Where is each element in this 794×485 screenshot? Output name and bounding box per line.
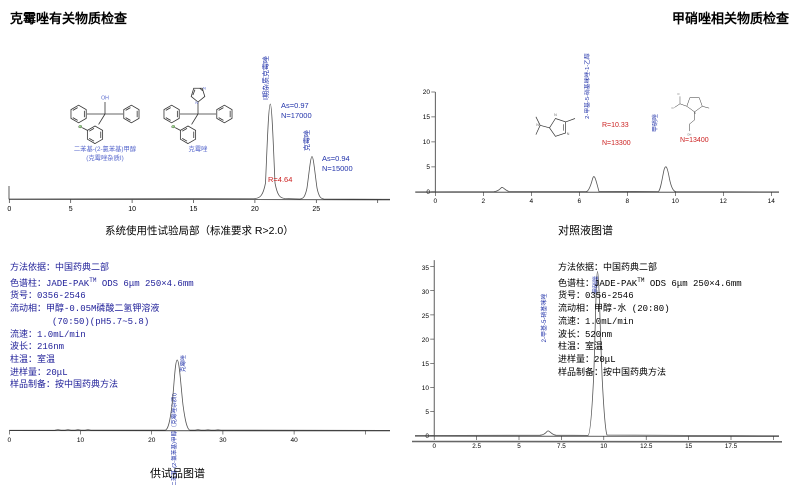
svg-text:R=10.33: R=10.33 bbox=[602, 122, 629, 129]
svg-text:5: 5 bbox=[425, 409, 429, 416]
svg-text:OH: OH bbox=[687, 132, 691, 136]
svg-text:15: 15 bbox=[422, 361, 430, 368]
svg-text:N: N bbox=[554, 113, 557, 117]
svg-text:15: 15 bbox=[685, 443, 693, 450]
svg-text:N: N bbox=[694, 111, 696, 115]
svg-text:8: 8 bbox=[625, 198, 629, 205]
svg-text:0: 0 bbox=[433, 198, 437, 205]
svg-text:25: 25 bbox=[422, 313, 430, 320]
svg-text:30: 30 bbox=[219, 437, 227, 444]
svg-text:6: 6 bbox=[577, 198, 581, 205]
svg-text:甲硝唑: 甲硝唑 bbox=[651, 114, 659, 132]
svg-text:14: 14 bbox=[768, 198, 776, 205]
svg-text:5: 5 bbox=[517, 443, 521, 450]
svg-text:(克霉唑杂质I): (克霉唑杂质I) bbox=[86, 153, 123, 162]
svg-text:克霉唑: 克霉唑 bbox=[302, 130, 311, 151]
svg-text:5: 5 bbox=[426, 164, 430, 171]
svg-text:N: N bbox=[536, 123, 539, 127]
svg-text:10: 10 bbox=[128, 206, 136, 213]
svg-text:N: N bbox=[567, 132, 570, 136]
svg-text:O: O bbox=[677, 92, 679, 96]
svg-text:30: 30 bbox=[422, 289, 430, 296]
svg-text:4: 4 bbox=[529, 198, 533, 205]
svg-text:As=0.94: As=0.94 bbox=[322, 154, 350, 163]
svg-text:10: 10 bbox=[672, 198, 680, 205]
svg-text:Cl: Cl bbox=[171, 124, 175, 129]
svg-text:OH: OH bbox=[101, 96, 109, 102]
svg-text:5: 5 bbox=[69, 206, 73, 213]
svg-text:N=13300: N=13300 bbox=[602, 140, 631, 147]
svg-text:2.5: 2.5 bbox=[472, 443, 481, 450]
svg-text:20: 20 bbox=[423, 89, 431, 96]
svg-text:35: 35 bbox=[422, 265, 430, 272]
svg-text:15: 15 bbox=[190, 206, 198, 213]
svg-text:Cl: Cl bbox=[78, 124, 82, 129]
svg-text:0: 0 bbox=[7, 437, 11, 444]
svg-text:I期杂质克霉唑: I期杂质克霉唑 bbox=[261, 56, 270, 100]
svg-text:10: 10 bbox=[422, 385, 430, 392]
svg-text:克霉唑: 克霉唑 bbox=[179, 355, 187, 372]
svg-text:20: 20 bbox=[251, 206, 259, 213]
svg-text:10: 10 bbox=[77, 437, 85, 444]
svg-text:7.5: 7.5 bbox=[557, 443, 566, 450]
svg-text:10: 10 bbox=[600, 443, 608, 450]
svg-text:N=15000: N=15000 bbox=[322, 164, 353, 173]
svg-text:N=17000: N=17000 bbox=[281, 111, 312, 120]
svg-text:10: 10 bbox=[423, 139, 431, 146]
svg-text:20: 20 bbox=[422, 337, 430, 344]
svg-text:12.5: 12.5 bbox=[640, 443, 653, 450]
svg-text:15: 15 bbox=[423, 114, 431, 121]
svg-text:O: O bbox=[672, 106, 674, 110]
svg-text:40: 40 bbox=[290, 437, 298, 444]
svg-text:0: 0 bbox=[7, 206, 11, 213]
svg-text:0: 0 bbox=[432, 443, 436, 450]
svg-text:As=0.97: As=0.97 bbox=[281, 101, 309, 110]
svg-text:R=4.64: R=4.64 bbox=[268, 175, 292, 184]
svg-text:25: 25 bbox=[312, 206, 320, 213]
svg-text:2-甲基-5-硝基咪唑-1-乙醇: 2-甲基-5-硝基咪唑-1-乙醇 bbox=[583, 53, 591, 119]
svg-text:17.5: 17.5 bbox=[725, 443, 738, 450]
svg-text:二苯基-(2-氯苯基)甲醇: 二苯基-(2-氯苯基)甲醇 bbox=[74, 144, 137, 153]
svg-text:克霉唑: 克霉唑 bbox=[189, 144, 209, 153]
svg-text:12: 12 bbox=[720, 198, 728, 205]
svg-text:N=13400: N=13400 bbox=[680, 137, 709, 144]
svg-text:20: 20 bbox=[148, 437, 156, 444]
svg-text:2-甲基-5-硝基咪唑: 2-甲基-5-硝基咪唑 bbox=[540, 294, 548, 343]
svg-text:2: 2 bbox=[481, 198, 485, 205]
